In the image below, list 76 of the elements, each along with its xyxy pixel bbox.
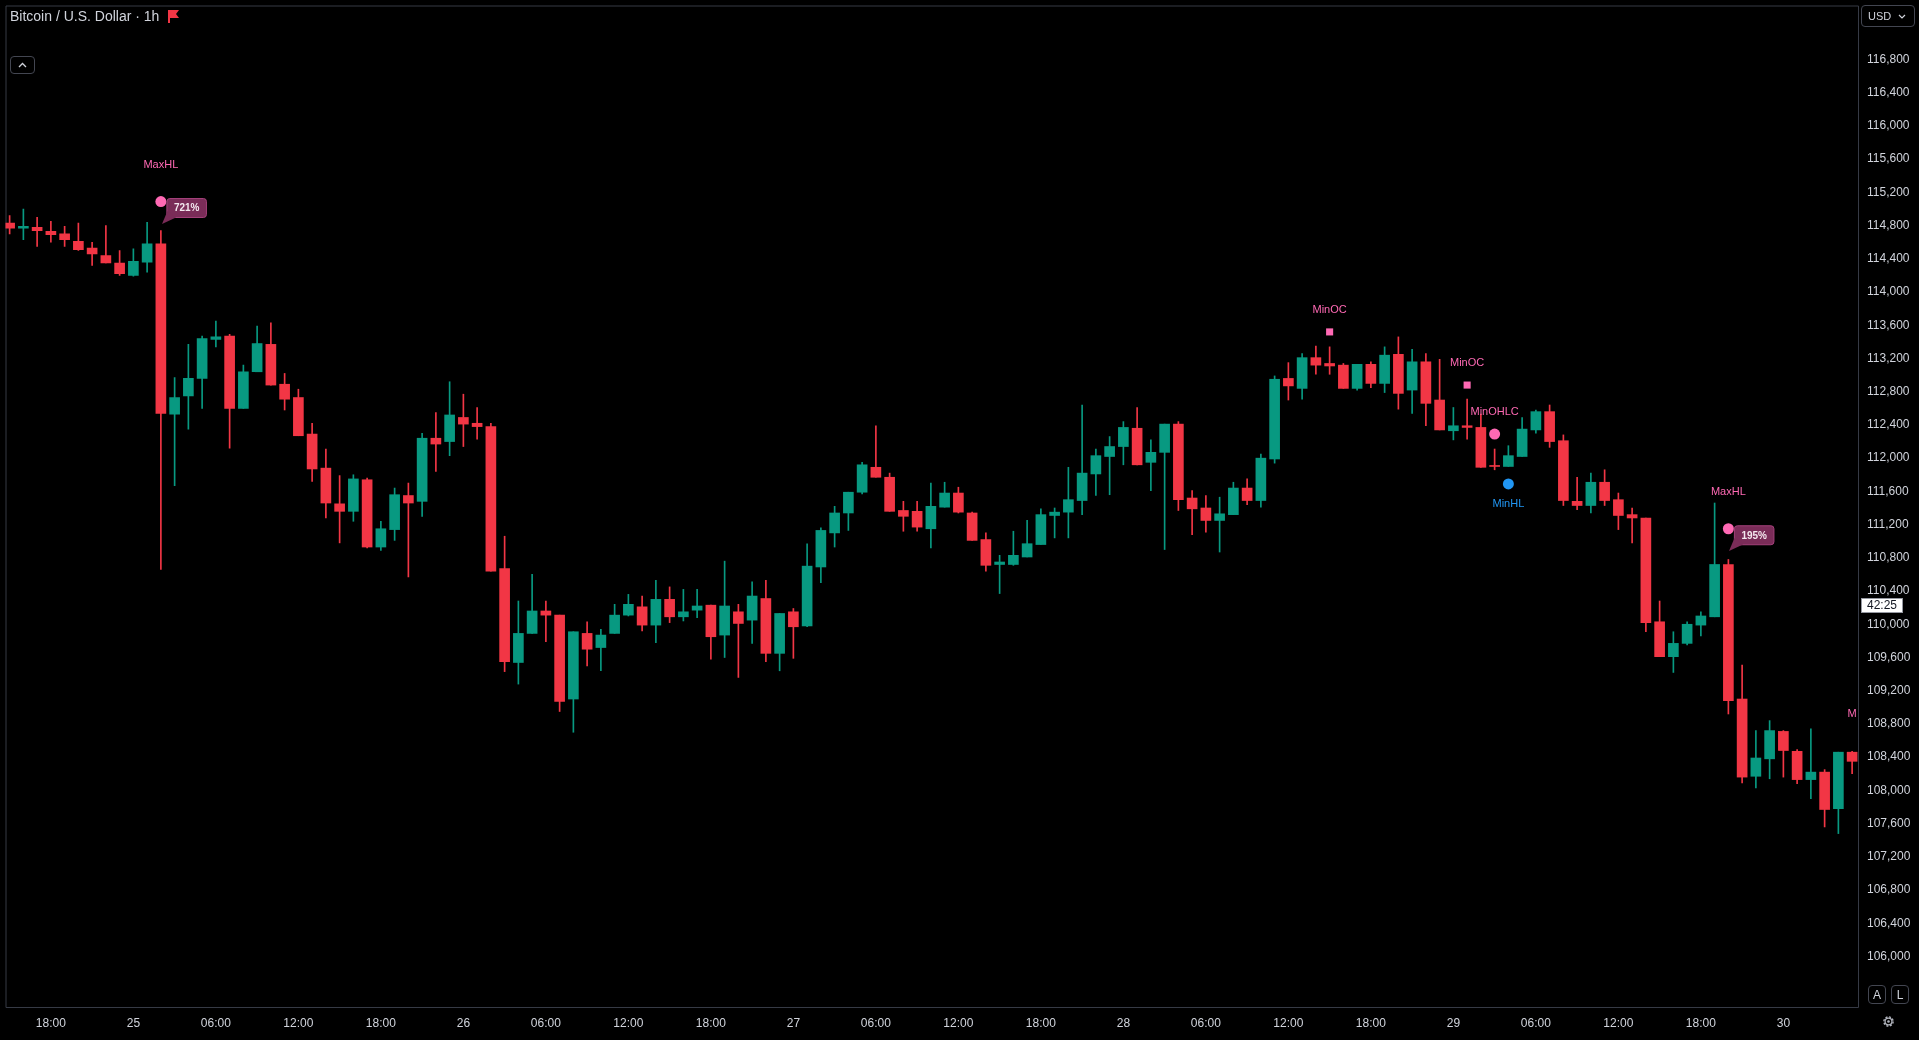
- candlestick: [1186, 490, 1198, 535]
- chart-title: Bitcoin / U.S. Dollar · 1h: [10, 7, 160, 25]
- x-tick-label: 18:00: [1025, 1015, 1057, 1030]
- y-tick-label: 114,000: [1867, 284, 1910, 299]
- x-tick-label: 18:00: [695, 1015, 727, 1030]
- candlestick: [1145, 439, 1157, 491]
- x-tick-label: 06:00: [1520, 1015, 1552, 1030]
- y-tick-label: 116,000: [1867, 118, 1910, 133]
- y-tick-label: 116,400: [1867, 85, 1910, 100]
- x-tick-label: 28: [1116, 1015, 1131, 1030]
- candlestick: [471, 407, 483, 440]
- y-tick-label: 108,400: [1867, 749, 1911, 764]
- candlestick: [870, 425, 882, 478]
- annotation: 195%: [1741, 529, 1768, 541]
- x-tick-label: 27: [786, 1015, 801, 1030]
- y-tick-label: 112,800: [1867, 384, 1910, 399]
- x-tick-label: 12:00: [1603, 1015, 1634, 1030]
- x-tick-label: 18:00: [1685, 1015, 1717, 1030]
- annotation: MaxHL: [143, 157, 179, 170]
- x-tick-label: 26: [456, 1015, 471, 1030]
- x-tick-label: 18:00: [1355, 1015, 1387, 1030]
- annotation: MinOHLC: [1470, 405, 1519, 418]
- x-tick-label: 12:00: [1273, 1015, 1304, 1030]
- annotation: MinOC: [1312, 302, 1347, 315]
- y-tick-label: 112,400: [1867, 417, 1910, 432]
- candlestick: [1805, 728, 1817, 800]
- x-tick-label: 12:00: [613, 1015, 644, 1030]
- x-tick-label: 18:00: [365, 1015, 397, 1030]
- candlestick: [1461, 398, 1473, 440]
- annotation: M: [1847, 707, 1857, 720]
- x-tick-label: 18:00: [35, 1015, 67, 1030]
- y-tick-label: 113,600: [1867, 317, 1910, 332]
- x-tick-label: 25: [126, 1015, 141, 1030]
- candlestick: [1626, 507, 1638, 544]
- y-tick-label: 112,000: [1867, 450, 1910, 465]
- y-tick-label: 108,000: [1867, 782, 1911, 797]
- y-tick-label: 106,800: [1867, 882, 1911, 897]
- text: L: [1891, 985, 1909, 1004]
- x-tick-label: 30: [1776, 1015, 1791, 1030]
- candlestick: [31, 216, 43, 247]
- text: USD: [1868, 10, 1892, 22]
- y-tick-label: 110,800: [1867, 550, 1910, 565]
- y-tick-label: 108,800: [1867, 716, 1911, 731]
- x-tick-label: 06:00: [860, 1015, 892, 1030]
- x-tick-label: 06:00: [1190, 1015, 1222, 1030]
- y-tick-label: 109,600: [1867, 649, 1911, 664]
- annotation: MinOC: [1450, 356, 1485, 369]
- x-tick-label: 12:00: [943, 1015, 974, 1030]
- y-tick-label: 114,800: [1867, 217, 1910, 232]
- y-tick-label: 114,400: [1867, 251, 1910, 266]
- annotation: 721%: [173, 202, 200, 214]
- x-tick-label: 12:00: [283, 1015, 314, 1030]
- candlestick: [1076, 404, 1088, 515]
- candlestick: [45, 221, 57, 243]
- candlestick: [1571, 476, 1583, 510]
- y-tick-label: 115,200: [1867, 184, 1910, 199]
- y-tick-label: 106,000: [1867, 948, 1911, 963]
- x-tick-label: 06:00: [530, 1015, 562, 1030]
- y-tick-label: 115,600: [1867, 151, 1910, 166]
- y-tick-label: 109,200: [1867, 683, 1911, 698]
- y-tick-label: 107,600: [1867, 815, 1911, 830]
- x-tick-label: 06:00: [200, 1015, 232, 1030]
- candlestick: [100, 225, 112, 264]
- y-tick-label: 116,800: [1867, 51, 1910, 66]
- x-tick-label: 29: [1446, 1015, 1461, 1030]
- y-tick-label: 113,200: [1867, 350, 1910, 365]
- y-tick-label: 106,400: [1867, 915, 1911, 930]
- y-tick-label: 111,200: [1867, 516, 1909, 531]
- annotation: MinHL: [1492, 496, 1525, 509]
- y-tick-label: 110,000: [1867, 616, 1910, 631]
- text: A: [1868, 985, 1886, 1004]
- text: 42:25: [1861, 598, 1903, 613]
- y-tick-label: 107,200: [1867, 849, 1911, 864]
- y-tick-label: 111,600: [1867, 483, 1909, 498]
- annotation: MaxHL: [1710, 484, 1746, 497]
- y-tick-label: 110,400: [1867, 583, 1910, 598]
